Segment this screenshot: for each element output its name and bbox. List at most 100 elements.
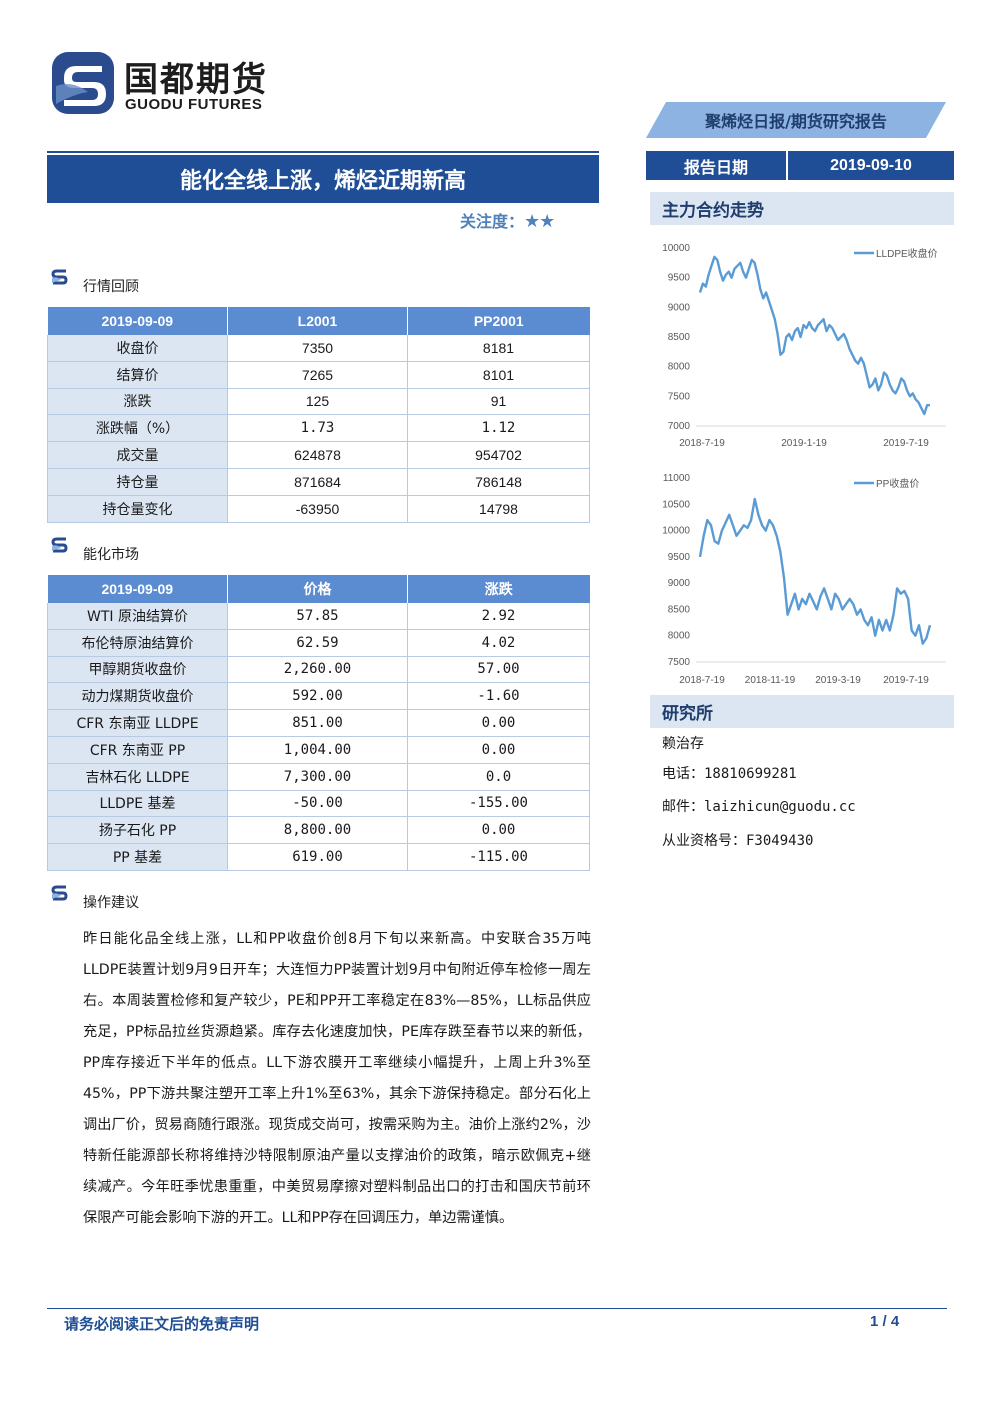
section-title-energy-market: 能化市场 — [83, 547, 139, 563]
row-label: PP 基差 — [47, 843, 228, 871]
y-tick-label: 9000 — [668, 302, 691, 313]
attention-rating: 关注度：★★ — [460, 208, 555, 232]
table-row: PP 基差 619.00 -115.00 — [47, 843, 590, 871]
table-cell: 1.12 — [407, 414, 590, 443]
y-tick-label: 8000 — [668, 631, 691, 642]
table-cell: 57.85 — [227, 603, 408, 630]
row-label: CFR 东南亚 LLDPE — [47, 709, 228, 737]
table-cell: 125 — [227, 388, 408, 416]
table-row: 扬子石化 PP 8,800.00 0.00 — [47, 816, 590, 845]
row-label: 涨跌 — [47, 388, 228, 416]
table-cell: 1.73 — [227, 414, 408, 443]
table-row: 收盘价 7350 8181 — [47, 335, 590, 362]
table-cell: 8101 — [407, 361, 590, 389]
y-tick-label: 7000 — [668, 421, 691, 432]
license-label: 从业资格号： — [662, 833, 746, 849]
y-tick-label: 9500 — [668, 273, 691, 284]
x-tick-label: 2019-1-19 — [781, 438, 827, 449]
report-type-banner: 聚烯烃日报/期货研究报告 — [646, 102, 946, 138]
table-row: CFR 东南亚 LLDPE 851.00 0.00 — [47, 709, 590, 737]
guodu-logo-icon — [52, 52, 114, 114]
footer-disclaimer: 请务必阅读正文后的免责声明 — [64, 1315, 260, 1333]
page-number: 1 / 4 — [870, 1313, 900, 1330]
x-tick-label: 2019-7-19 — [883, 675, 929, 686]
table-row: CFR 东南亚 PP 1,004.00 0.00 — [47, 736, 590, 764]
table-cell: 62.59 — [227, 629, 408, 657]
table-row: 持仓量变化 -63950 14798 — [47, 495, 590, 523]
table-row: 涨跌幅（%） 1.73 1.12 — [47, 414, 590, 443]
row-label: 持仓量变化 — [47, 495, 228, 523]
license-line: 从业资格号：F3049430 — [662, 830, 813, 850]
table-cell: 871684 — [227, 468, 408, 496]
legend-label: PP收盘价 — [876, 477, 919, 490]
x-tick-label: 2019-7-19 — [883, 438, 929, 449]
row-label: 收盘价 — [47, 335, 228, 362]
market-review-table: 2019-09-09 L2001 PP2001 收盘价 7350 8181 结算价 7… — [47, 307, 590, 523]
table-cell: 0.00 — [407, 709, 590, 737]
report-date-value: 2019-09-10 — [830, 156, 912, 174]
row-label: 甲醇期货收盘价 — [47, 656, 228, 684]
email-address[interactable]: laizhicun@guodu.cc — [704, 799, 856, 815]
y-tick-label: 9500 — [668, 552, 691, 563]
table-row: 结算价 7265 8101 — [47, 361, 590, 389]
star-rating-icon: ★★ — [524, 211, 555, 232]
legend-label: LLDPE收盘价 — [876, 247, 938, 260]
series-line — [698, 255, 930, 416]
email-line: 邮件：laizhicun@guodu.cc — [662, 796, 856, 816]
table-cell: 0.00 — [407, 816, 590, 845]
row-label: 扬子石化 PP — [47, 816, 228, 845]
company-name-en: GUODU FUTURES — [125, 96, 263, 113]
x-tick-label: 2018-7-19 — [679, 438, 725, 449]
table-header: L2001 — [227, 307, 408, 335]
table-cell: 7,300.00 — [227, 763, 408, 791]
advice-paragraph: 昨日能化品全线上涨，LL和PP收盘价创8月下旬以来新高。中安联合35万吨LLDP… — [83, 931, 591, 1226]
pp-chart: 7500 8000 8500 9000 9500 10000 10500 11000 2018-… — [650, 466, 954, 692]
y-tick-label: 11000 — [663, 473, 691, 484]
email-label: 邮件： — [662, 799, 704, 815]
section-bullet-icon — [51, 885, 68, 901]
y-tick-label: 7500 — [668, 391, 691, 402]
x-tick-label: 2018-7-19 — [679, 675, 725, 686]
table-row: LLDPE 基差 -50.00 -155.00 — [47, 790, 590, 818]
lldpe-chart: 7000 7500 8000 8500 9000 9500 10000 2018-7-19 20… — [650, 234, 954, 456]
row-label: 成交量 — [47, 441, 228, 469]
y-tick-label: 8500 — [668, 604, 691, 615]
table-cell: -50.00 — [227, 790, 408, 818]
table-cell: 0.00 — [407, 736, 590, 764]
lldpe-chart-svg: 7000 7500 8000 8500 9000 9500 10000 2018-7-19 20… — [662, 243, 946, 449]
table-cell: 7265 — [227, 361, 408, 389]
table-cell: 8,800.00 — [227, 816, 408, 845]
table-header: 价格 — [227, 575, 408, 603]
row-label: 吉林石化 LLDPE — [47, 763, 228, 791]
table-header: 2019-09-09 — [47, 575, 228, 603]
series-line — [698, 497, 932, 645]
table-cell: 2,260.00 — [227, 656, 408, 684]
y-tick-label: 10000 — [662, 243, 690, 254]
report-date-box: 报告日期 2019-09-10 — [646, 151, 954, 180]
table-row: 吉林石化 LLDPE 7,300.00 0.0 — [47, 763, 590, 791]
table-header: PP2001 — [407, 307, 590, 335]
table-cell: 7350 — [227, 335, 408, 362]
page-title: 能化全线上涨，烯烃近期新高 — [47, 155, 599, 203]
row-label: 动力煤期货收盘价 — [47, 682, 228, 711]
row-label: LLDPE 基差 — [47, 790, 228, 818]
row-label: WTI 原油结算价 — [47, 603, 228, 630]
table-cell: 851.00 — [227, 709, 408, 737]
table-cell: 2.92 — [407, 603, 590, 630]
row-label: 布伦特原油结算价 — [47, 629, 228, 657]
trend-section-title: 主力合约走势 — [650, 192, 954, 225]
table-cell: 4.02 — [407, 629, 590, 657]
row-label: CFR 东南亚 PP — [47, 736, 228, 764]
section-bullet-icon — [51, 537, 68, 553]
table-header: 涨跌 — [407, 575, 590, 603]
table-row: 甲醇期货收盘价 2,260.00 57.00 — [47, 656, 590, 684]
table-row: 动力煤期货收盘价 592.00 -1.60 — [47, 682, 590, 711]
company-name-cn: 国都期货 — [124, 60, 268, 100]
table-cell: -155.00 — [407, 790, 590, 818]
table-cell: -63950 — [227, 495, 408, 523]
license-number: F3049430 — [746, 833, 814, 849]
row-label: 结算价 — [47, 361, 228, 389]
table-cell: 14798 — [407, 495, 590, 523]
table-cell: 624878 — [227, 441, 408, 469]
y-tick-label: 7500 — [668, 657, 691, 668]
